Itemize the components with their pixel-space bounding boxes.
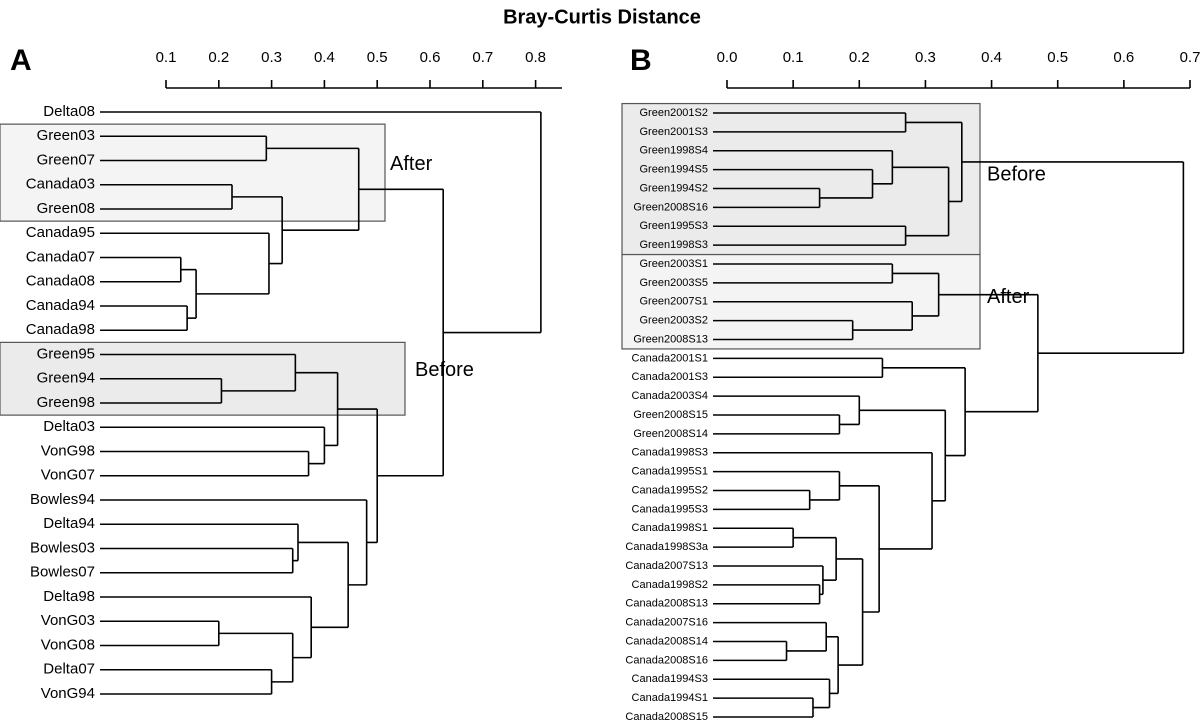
leaf-label: Green1998S3 xyxy=(640,239,709,251)
leaf-label: Green1998S4 xyxy=(640,145,709,157)
leaf-label: Canada94 xyxy=(26,297,95,314)
leaf-label: Delta07 xyxy=(43,661,95,678)
leaf-label: Green2001S3 xyxy=(640,126,709,138)
leaf-label: Canada1995S3 xyxy=(632,503,708,515)
figure-title: Bray-Curtis Distance xyxy=(503,6,701,28)
leaf-label: Canada1998S3a xyxy=(625,541,708,553)
leaf-label: Canada2008S15 xyxy=(625,711,708,723)
leaf-label: Canada2008S14 xyxy=(625,635,708,647)
x-tick-label: 0.1 xyxy=(783,49,804,66)
leaf-label: Canada1994S1 xyxy=(632,692,708,704)
leaf-label: Delta08 xyxy=(43,103,95,120)
x-tick-label: 0.3 xyxy=(261,49,282,66)
x-tick-label: 0.7 xyxy=(472,49,493,66)
group-box xyxy=(621,102,981,256)
leaf-label: Canada1998S1 xyxy=(632,522,708,534)
dendrograms: A 0.1 0.2 0.3 0.4 0.5 0.6 0.7 0.8 After Before Delt… xyxy=(10,44,1200,723)
group-label: After xyxy=(987,286,1030,308)
x-tick-label: 0.0 xyxy=(717,49,738,66)
leaf-label: Canada2001S1 xyxy=(632,352,708,364)
x-tick-label: 0.3 xyxy=(915,49,936,66)
x-tick-label: 0.8 xyxy=(525,49,546,66)
leaf-label: Green95 xyxy=(37,345,95,362)
leaf-label: Canada2007S16 xyxy=(625,617,708,629)
leaf-label: Canada98 xyxy=(26,321,95,338)
leaf-label: Green2008S16 xyxy=(633,201,708,213)
x-tick-label: 0.5 xyxy=(367,49,388,66)
leaf-label: Canada1998S2 xyxy=(632,579,708,591)
leaf-label: Green1995S3 xyxy=(640,220,709,232)
leaf-label: VonG08 xyxy=(41,636,95,653)
x-tick-label: 0.4 xyxy=(981,49,1002,66)
leaf-label: Delta98 xyxy=(43,588,95,605)
leaf-label: VonG98 xyxy=(41,442,95,459)
leaf-label: Canada2007S13 xyxy=(625,560,708,572)
leaf-label: Delta03 xyxy=(43,418,95,435)
leaf-label: Green2008S15 xyxy=(633,409,708,421)
group-box xyxy=(0,123,386,222)
leaf-label: Green2001S2 xyxy=(640,107,709,119)
panel-label: B xyxy=(630,44,652,77)
leaf-label: Green2003S1 xyxy=(640,258,709,270)
leaf-label: Canada1994S3 xyxy=(632,673,708,685)
leaf-label: Green94 xyxy=(37,370,95,387)
leaf-label: VonG94 xyxy=(41,685,95,702)
x-tick-label: 0.2 xyxy=(849,49,870,66)
leaf-label: Green07 xyxy=(37,151,95,168)
leaf-label: Green2003S2 xyxy=(640,315,709,327)
x-tick-label: 0.1 xyxy=(156,49,177,66)
leaf-label: Bowles03 xyxy=(30,539,95,556)
x-tick-label: 0.6 xyxy=(1113,49,1134,66)
x-tick-label: 0.2 xyxy=(208,49,229,66)
x-tick-label: 0.6 xyxy=(420,49,441,66)
leaf-label: Green1994S2 xyxy=(640,182,709,194)
leaf-label: Canada95 xyxy=(26,224,95,241)
leaf-label: Green2007S1 xyxy=(640,296,709,308)
leaf-label: Canada1995S2 xyxy=(632,484,708,496)
x-tick-label: 0.7 xyxy=(1180,49,1201,66)
leaf-label: Canada2003S4 xyxy=(632,390,708,402)
leaf-label: Canada2008S16 xyxy=(625,654,708,666)
leaf-label: Canada1995S1 xyxy=(632,466,708,478)
leaf-label: VonG07 xyxy=(41,467,95,484)
leaf-label: Delta94 xyxy=(43,515,95,532)
leaf-label: Green03 xyxy=(37,127,95,144)
leaf-label: Canada2001S3 xyxy=(632,371,708,383)
leaf-label: Green2008S14 xyxy=(633,428,708,440)
leaf-label: Green2008S13 xyxy=(633,333,708,345)
leaf-label: Canada07 xyxy=(26,248,95,265)
leaf-label: Canada1998S3 xyxy=(632,447,708,459)
x-tick-label: 0.5 xyxy=(1047,49,1068,66)
leaf-label: Canada03 xyxy=(26,176,95,193)
group-label: Before xyxy=(987,163,1046,185)
leaf-label: Green2003S5 xyxy=(640,277,709,289)
leaf-label: VonG03 xyxy=(41,612,95,629)
leaf-label: Green08 xyxy=(37,200,95,217)
leaf-label: Canada2008S13 xyxy=(625,598,708,610)
group-label: Before xyxy=(415,359,474,381)
leaf-label: Canada08 xyxy=(26,273,95,290)
leaf-label: Green98 xyxy=(37,394,95,411)
panel-label: A xyxy=(10,44,32,77)
leaf-label: Green1994S5 xyxy=(640,164,709,176)
leaf-label: Bowles94 xyxy=(30,491,95,508)
x-tick-label: 0.4 xyxy=(314,49,335,66)
group-label: After xyxy=(390,153,433,175)
leaf-label: Bowles07 xyxy=(30,564,95,581)
